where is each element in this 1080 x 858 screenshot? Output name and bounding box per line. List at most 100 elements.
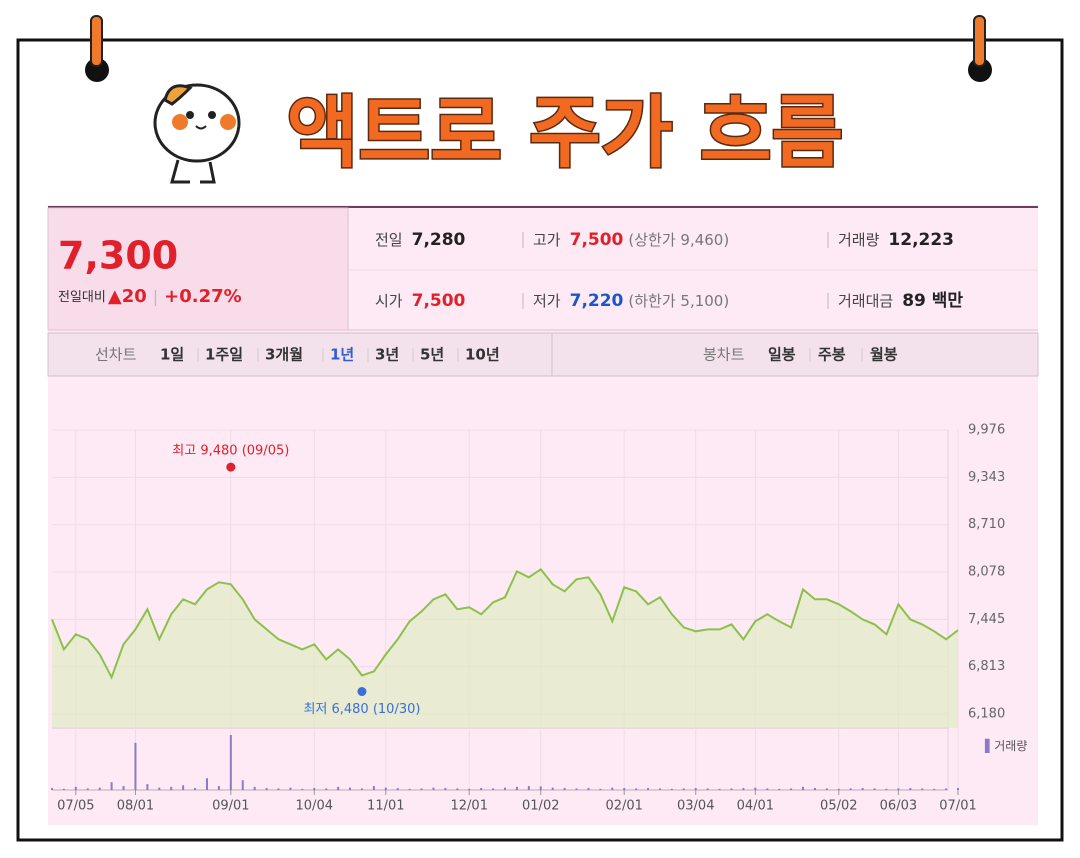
annotation: 최저 6,480 (10/30) — [303, 702, 420, 717]
x-tick-label: 09/01 — [212, 799, 249, 814]
candle-tab[interactable]: 월봉 — [870, 346, 898, 364]
volume-bar — [62, 788, 65, 790]
period-tab[interactable]: 10년 — [465, 346, 500, 364]
stat: 고가 7,500 (상한가 9,460) — [533, 230, 729, 250]
y-tick-label: 9,976 — [968, 423, 1005, 438]
legend-label: 거래량 — [994, 739, 1027, 753]
stat-label: 거래대금 — [838, 292, 893, 310]
stat-value: 7,220 — [570, 291, 624, 311]
volume-bar — [408, 788, 411, 790]
volume-bar — [146, 784, 149, 790]
pin — [85, 15, 109, 82]
change: 20 — [122, 286, 147, 307]
volume-bar — [170, 786, 173, 790]
volume-bar — [289, 787, 292, 790]
volume-bar — [611, 787, 614, 790]
volume-bar — [706, 788, 709, 790]
volume-bar — [217, 786, 220, 790]
change-line: 전일대비 ▲20 | +0.27% — [58, 286, 242, 307]
cat-icon — [153, 83, 241, 184]
period-tab[interactable]: 1일 — [160, 346, 184, 364]
y-tick-label: 9,343 — [968, 470, 1005, 485]
volume-bar — [110, 782, 113, 790]
volume-bar — [504, 787, 506, 790]
volume-bar — [265, 788, 268, 790]
price-line — [51, 567, 959, 680]
volume-bar — [718, 788, 721, 790]
volume-bar — [360, 788, 363, 790]
stat-value: 89 백만 — [902, 291, 963, 311]
volume-bar — [527, 786, 530, 790]
volume-bar — [241, 780, 244, 790]
volume-bar — [98, 787, 101, 790]
volume-bar — [492, 788, 495, 790]
x-tick-label: 12/01 — [451, 799, 488, 814]
volume-bar — [647, 788, 650, 790]
volume-bar — [313, 788, 316, 790]
volume-bar — [158, 787, 161, 790]
period-tab[interactable]: 5년 — [420, 346, 444, 364]
volume-bar — [575, 788, 578, 790]
volume-bar — [277, 788, 280, 790]
y-tick-label: 6,813 — [968, 659, 1005, 674]
y-tick-label: 6,180 — [968, 707, 1005, 722]
volume-bar — [349, 787, 352, 790]
stat-label: 고가 — [533, 231, 561, 249]
volume-bar — [51, 788, 53, 790]
volume-bar — [515, 786, 518, 790]
x-tick-label: 07/01 — [939, 799, 976, 814]
x-tick-label: 04/01 — [737, 799, 774, 814]
volume-bar — [682, 788, 685, 790]
volume-bar — [909, 788, 912, 790]
y-tick-label: 7,445 — [968, 612, 1005, 627]
volume-bar — [802, 786, 805, 790]
price-cell — [47, 207, 349, 331]
volume-bar — [623, 788, 626, 790]
volume-bar — [444, 788, 447, 790]
stat-value: 7,280 — [412, 230, 466, 250]
price-area — [52, 569, 958, 728]
stat-label: 저가 — [533, 292, 561, 310]
x-tick-label: 05/02 — [820, 799, 857, 814]
candle-tab[interactable]: 일봉 — [768, 346, 796, 364]
volume-bar — [778, 788, 781, 790]
volume-bar — [480, 788, 483, 790]
volume-bar — [825, 788, 828, 790]
stat: 전일 7,280 — [375, 230, 466, 250]
y-tick-label: 8,710 — [968, 517, 1005, 532]
x-tick-label: 01/02 — [522, 799, 559, 814]
candle-tab[interactable]: 주봉 — [818, 346, 846, 364]
volume-bar — [599, 788, 602, 790]
page-title: 액트로 주가 흐름 — [287, 88, 844, 178]
period-tab[interactable]: 3년 — [375, 346, 399, 364]
stat-label: 전일 — [375, 231, 403, 249]
annotation-dot — [226, 462, 236, 472]
period-tab[interactable]: 1년 — [330, 346, 354, 364]
x-tick-label: 11/01 — [367, 799, 404, 814]
volume-bar — [945, 788, 948, 790]
volume-bar — [563, 788, 566, 790]
x-tick-label: 08/01 — [117, 799, 154, 814]
stat-note: (하한가 5,100) — [628, 292, 729, 310]
volume-bar — [182, 785, 185, 790]
volume-bar — [897, 788, 900, 790]
period-tab[interactable]: 3개월 — [265, 346, 303, 364]
volume-bar — [325, 788, 328, 790]
volume-bar — [420, 788, 423, 790]
volume-bar — [849, 788, 852, 790]
volume-bar — [766, 788, 769, 790]
volume-bar — [873, 788, 876, 790]
stat: 저가 7,220 (하한가 5,100) — [533, 291, 729, 311]
stat-value: 7,500 — [412, 291, 466, 311]
volume-bar — [837, 788, 840, 790]
volume-bar — [384, 787, 387, 790]
stat: 거래량 12,223 — [838, 230, 954, 250]
x-tick-label: 03/04 — [677, 799, 714, 814]
stat-value: 12,223 — [888, 230, 954, 250]
volume-bar — [730, 788, 733, 790]
volume-bar — [301, 788, 304, 790]
volume-bar — [635, 788, 638, 790]
candle-chart-label: 봉차트 — [703, 346, 745, 364]
annotation-dot — [357, 687, 367, 697]
period-tab[interactable]: 1주일 — [205, 346, 243, 364]
